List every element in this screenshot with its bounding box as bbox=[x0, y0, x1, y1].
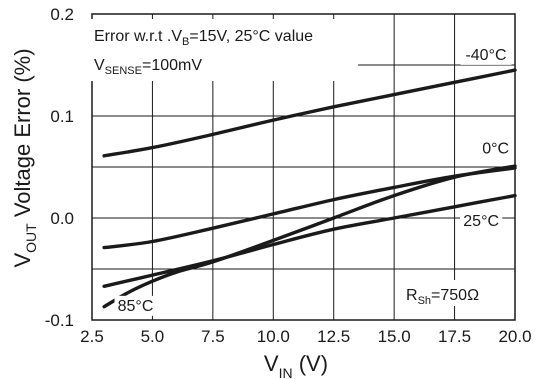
annotation-ref-pre: Error w.r.t .V bbox=[94, 28, 182, 45]
y-tick-label: 0.0 bbox=[50, 209, 74, 228]
series-label-bg bbox=[460, 44, 512, 65]
annotation-rsh-post: =750Ω bbox=[431, 287, 479, 304]
x-tick-label: 2.5 bbox=[80, 327, 104, 346]
y-axis-title: VOUT Voltage Error (%) bbox=[10, 48, 39, 267]
annotation-reference-line: Error w.r.t .VB=15V, 25°C value bbox=[94, 28, 313, 48]
y-tick-labels: -0.1 0.0 0.1 0.2 bbox=[45, 5, 74, 330]
series-line bbox=[102, 193, 517, 288]
x-axis-title-sub: IN bbox=[279, 365, 293, 379]
annotation-sense-post: =100mV bbox=[142, 57, 202, 74]
series-label-bg bbox=[479, 138, 513, 159]
annotation-ref-post: =15V, 25°C value bbox=[189, 28, 313, 45]
series-label-bg bbox=[114, 295, 157, 316]
annotation-rsh-bg bbox=[400, 280, 496, 306]
series-line bbox=[102, 68, 517, 158]
y-axis-title-sub: OUT bbox=[23, 223, 39, 253]
x-tick-label: 12.5 bbox=[317, 327, 350, 346]
series-label-bg bbox=[460, 211, 503, 232]
annotation-rsh-text: RSh=750Ω bbox=[406, 287, 479, 307]
x-tick-label: 7.5 bbox=[201, 327, 225, 346]
series-lines bbox=[102, 68, 517, 309]
y-axis-title-rest: Voltage Error (%) bbox=[10, 48, 35, 223]
series-label: 25°C bbox=[463, 213, 499, 230]
x-axis-title: VIN (V) bbox=[264, 351, 328, 379]
series-labels: -40°C 0°C 25°C 85°C bbox=[114, 44, 513, 316]
y-axis-title-main: V bbox=[10, 253, 35, 268]
y-tick-label: 0.1 bbox=[50, 107, 74, 126]
annotation-header: Error w.r.t .VB=15V, 25°C value VSENSE=1… bbox=[86, 19, 358, 81]
x-axis-title-main: V bbox=[264, 351, 279, 376]
x-tick-label: 20.0 bbox=[498, 327, 531, 346]
annotation-rsh: RSh=750Ω bbox=[400, 280, 496, 307]
x-tick-label: 15.0 bbox=[378, 327, 411, 346]
series-label: 0°C bbox=[482, 141, 509, 158]
annotation-rsh-sub: Sh bbox=[418, 295, 431, 307]
annotation-sense-line: VSENSE=100mV bbox=[94, 57, 202, 77]
x-axis-title-unit: (V) bbox=[293, 351, 328, 376]
plot-frame bbox=[91, 13, 516, 321]
series-line bbox=[102, 164, 517, 309]
annotation-rsh-pre: R bbox=[406, 287, 418, 304]
x-tick-label: 5.0 bbox=[141, 327, 165, 346]
annotation-sense-pre: V bbox=[94, 57, 105, 74]
series-label: 85°C bbox=[118, 298, 154, 315]
annotation-header-bg bbox=[86, 19, 358, 81]
series-label: -40°C bbox=[465, 47, 506, 64]
y-tick-label: -0.1 bbox=[45, 311, 74, 330]
annotation-sense-sub: SENSE bbox=[105, 65, 142, 77]
annotation-ref-sub: B bbox=[182, 36, 189, 48]
x-tick-labels: 2.5 5.0 7.5 10.0 12.5 15.0 17.5 20.0 bbox=[80, 327, 531, 346]
x-tick-label: 17.5 bbox=[438, 327, 471, 346]
x-tick-label: 10.0 bbox=[257, 327, 290, 346]
y-tick-label: 0.2 bbox=[50, 5, 74, 24]
